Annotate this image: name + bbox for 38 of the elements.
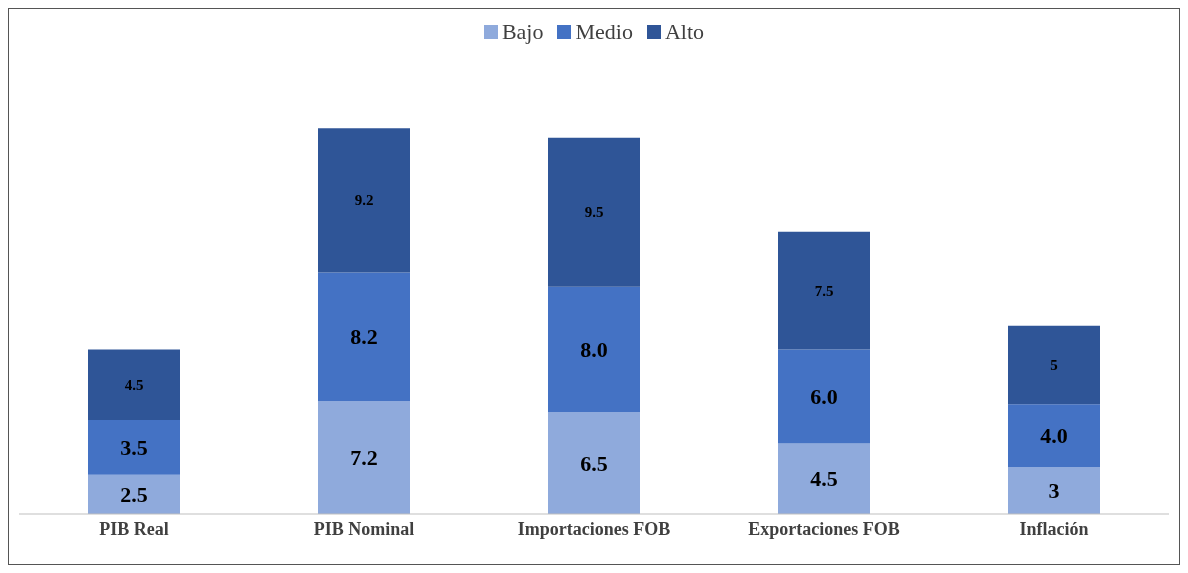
bar [548, 412, 640, 514]
data-label: 5 [1050, 357, 1058, 374]
bar [318, 128, 410, 273]
bar [548, 286, 640, 413]
data-label: 3.5 [120, 434, 148, 460]
bar [88, 474, 180, 514]
bar [1008, 466, 1100, 514]
bar [88, 419, 180, 475]
data-label: 4.0 [1040, 423, 1068, 449]
legend-label: Bajo [500, 19, 544, 45]
legend-label: Alto [663, 19, 705, 45]
bar [1008, 325, 1100, 405]
bar [778, 231, 870, 350]
data-label: 4.5 [810, 466, 838, 492]
data-label: 8.2 [350, 324, 378, 350]
data-label: 2.5 [120, 481, 148, 507]
data-label: 9.2 [354, 192, 374, 209]
bar [778, 349, 870, 444]
data-label: 6.5 [580, 450, 608, 476]
bar [318, 272, 410, 402]
legend-label: Medio [574, 19, 633, 45]
x-tick-label: PIB Nominal [313, 518, 415, 539]
data-label: 8.0 [580, 336, 608, 362]
bar [548, 137, 640, 287]
bar [1008, 404, 1100, 467]
x-tick-label: Inflación [1019, 518, 1089, 539]
data-label: 3 [1048, 477, 1060, 503]
x-tick-label: Importaciones FOB [517, 518, 671, 539]
data-label: 9.5 [584, 204, 604, 221]
x-tick-label: PIB Real [99, 518, 169, 539]
data-label: 4.5 [124, 376, 144, 393]
x-tick-label: Exportaciones FOB [748, 518, 900, 539]
bar [88, 349, 180, 420]
data-label: 7.2 [350, 445, 378, 471]
bar [318, 401, 410, 514]
bar [778, 443, 870, 514]
data-label: 7.5 [814, 282, 834, 299]
data-label: 6.0 [810, 383, 838, 409]
